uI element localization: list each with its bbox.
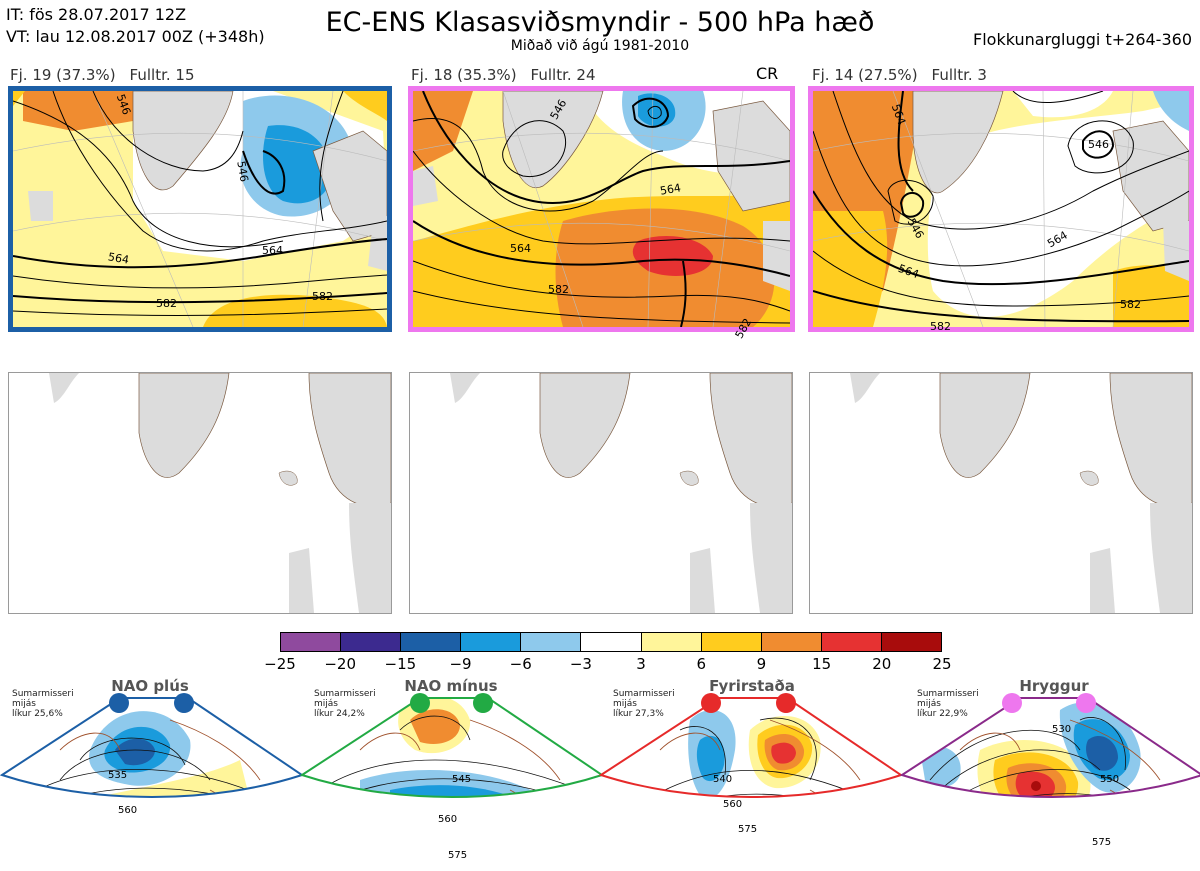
regime-4-marker-left	[1002, 693, 1022, 713]
panel-4-map-empty[interactable]	[8, 372, 392, 614]
header-left: IT: fös 28.07.2017 12Z VT: lau 12.08.201…	[6, 4, 265, 48]
colorbar-swatch	[340, 633, 401, 651]
colorbar-swatch	[281, 633, 341, 651]
panel-3-cluster: Fj. 14 (27.5%)	[812, 66, 918, 84]
panel-3-contour-label: 582	[930, 320, 951, 333]
colorbar-swatch	[400, 633, 461, 651]
colorbar-swatch	[820, 633, 881, 651]
panel-1-contour-label: 582	[312, 290, 333, 303]
colorbar-tick-label: 3	[636, 655, 646, 673]
panel-1-map[interactable]	[8, 86, 392, 332]
regime-4-contour-530: 530	[1052, 724, 1071, 735]
regime-3-meta: Sumarmisseri mijás líkur 27,3%	[613, 689, 675, 719]
colorbar-swatch	[580, 633, 641, 651]
regime-4-map	[920, 702, 1161, 797]
colorbar-swatch	[520, 633, 581, 651]
regime-1-season: Sumarmisseri	[12, 689, 74, 699]
regime-3-marker-left	[701, 693, 721, 713]
regime-1-title: NAO plús	[111, 677, 189, 695]
panel-1-cluster: Fj. 19 (37.3%)	[10, 66, 116, 84]
panel-6-map-empty[interactable]	[809, 372, 1193, 614]
regime-1-meta: Sumarmisseri mijás líkur 25,6%	[12, 689, 74, 719]
regime-4-prob: líkur 22,9%	[917, 709, 968, 719]
colorbar-tick-label: −6	[509, 655, 532, 673]
regime-4-title: Hryggur	[1019, 677, 1089, 695]
panel-1-label: Fj. 19 (37.3%) Fulltr. 15	[10, 66, 209, 84]
regime-4-freq: mijás	[917, 699, 941, 709]
colorbar-tick-label: −3	[569, 655, 592, 673]
colorbar-tick-label: 6	[696, 655, 707, 673]
regime-2-contour-560: 560	[438, 814, 457, 825]
regime-1-prob: líkur 25,6%	[12, 709, 63, 719]
regime-2-title: NAO mínus	[404, 677, 498, 695]
valid-time: VT: lau 12.08.2017 00Z (+348h)	[6, 27, 265, 46]
panel-5-map-empty[interactable]	[409, 372, 793, 614]
panel-3-members: Fulltr. 3	[931, 66, 987, 84]
colorbar-swatch	[760, 633, 821, 651]
regime-4-season: Sumarmisseri	[917, 689, 979, 699]
regime-2-marker-left	[410, 693, 430, 713]
regime-1-freq: mijás	[12, 699, 36, 709]
regime-4-contour-575: 575	[1092, 837, 1111, 848]
classification-window: Flokkunargluggi t+264-360	[973, 30, 1192, 49]
regime-4-marker-right	[1076, 693, 1096, 713]
colorbar-tick-label: 20	[872, 655, 892, 673]
regime-4-meta: Sumarmisseri mijás líkur 22,9%	[917, 689, 979, 719]
colorbar-tick-label: −20	[324, 655, 356, 673]
regime-1-marker-left	[109, 693, 129, 713]
colorbar	[280, 632, 942, 652]
panel-1-contour-label: 582	[156, 297, 177, 310]
colorbar-tick-label: −25	[264, 655, 296, 673]
colorbar-tick-label: −9	[449, 655, 472, 673]
regime-3-contour-560: 560	[723, 799, 742, 810]
panel-3-contour-label: 582	[1120, 298, 1141, 311]
regime-3-map	[629, 710, 881, 797]
regime-3-contour-540: 540	[713, 774, 732, 785]
regime-4-contour-550: 550	[1100, 774, 1119, 785]
panel-2-map[interactable]	[408, 86, 795, 332]
panel-2-contour-label: 582	[548, 283, 569, 296]
colorbar-swatch	[880, 633, 942, 651]
regime-2-season: Sumarmisseri	[314, 689, 376, 699]
panel-3-contour-label: 546	[1088, 138, 1109, 151]
panel-2-label: Fj. 18 (35.3%) Fulltr. 24	[411, 66, 610, 84]
colorbar-swatch	[460, 633, 521, 651]
colorbar-tick-label: 9	[756, 655, 767, 673]
regime-3-marker-right	[776, 693, 796, 713]
regime-maps: 535 560 545 560 575 540	[0, 693, 1200, 861]
panel-1-contour-label: 564	[262, 244, 283, 257]
regime-2-contour-545: 545	[452, 774, 471, 785]
panel-3-map[interactable]	[808, 86, 1194, 332]
regime-2-freq: mijás	[314, 699, 338, 709]
colorbar-tick-label: 15	[812, 655, 832, 673]
initial-time: IT: fös 28.07.2017 12Z	[6, 5, 187, 24]
regime-1-contour-560: 560	[118, 805, 137, 816]
page-subtitle: Miðað við ágú 1981-2010	[510, 38, 690, 54]
page-title: EC-ENS Klasasviðsmyndir - 500 hPa hæð	[325, 7, 875, 38]
colorbar-swatch	[640, 633, 701, 651]
regime-2-prob: líkur 24,2%	[314, 709, 365, 719]
regime-1-map	[19, 711, 271, 797]
regime-2-contour-575: 575	[448, 850, 467, 861]
colorbar-tick-label: −15	[384, 655, 417, 673]
panel-3-label: Fj. 14 (27.5%) Fulltr. 3	[812, 66, 1001, 84]
colorbar-swatch	[700, 633, 761, 651]
panel-2-cluster: Fj. 18 (35.3%)	[411, 66, 517, 84]
regime-3-contour-575: 575	[738, 824, 757, 835]
regime-3-title: Fyrirstaða	[709, 677, 795, 695]
regime-3-season: Sumarmisseri	[613, 689, 675, 699]
regime-2-meta: Sumarmisseri mijás líkur 24,2%	[314, 689, 376, 719]
panel-2-badge: CR	[756, 64, 779, 83]
panel-1-members: Fulltr. 15	[129, 66, 195, 84]
colorbar-tick-label: 25	[932, 655, 952, 673]
regime-1-marker-right	[174, 693, 194, 713]
regime-3-freq: mijás	[613, 699, 637, 709]
regime-2-marker-right	[473, 693, 493, 713]
panel-2-contour-label: 564	[510, 242, 531, 255]
panel-2-members: Fulltr. 24	[530, 66, 596, 84]
regime-1-contour-535: 535	[108, 770, 127, 781]
regime-3-prob: líkur 27,3%	[613, 709, 664, 719]
